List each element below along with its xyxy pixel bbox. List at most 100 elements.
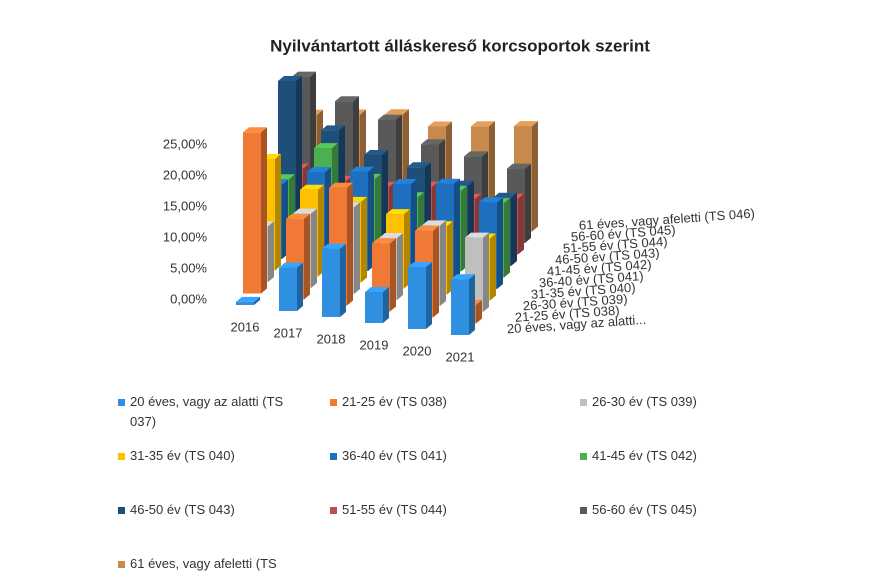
legend-item: 31-35 év (TS 040) xyxy=(118,448,293,466)
bar-side xyxy=(275,153,281,271)
bar-side xyxy=(483,232,489,312)
bar-top xyxy=(278,76,302,81)
bar-top xyxy=(378,114,402,120)
bar-top xyxy=(293,208,317,214)
bar-top xyxy=(300,184,324,190)
x-tick-label: 2020 xyxy=(403,343,432,358)
bar-top xyxy=(350,166,374,172)
bar-top xyxy=(407,162,431,168)
bar-top xyxy=(307,167,331,172)
bar-side xyxy=(390,238,396,312)
bar-side xyxy=(490,233,496,301)
bar xyxy=(365,292,383,323)
bar-top xyxy=(279,262,303,268)
legend-swatch xyxy=(118,453,125,460)
bar-top xyxy=(493,192,517,198)
bar-top xyxy=(372,238,396,244)
legend-swatch xyxy=(118,399,125,406)
bar xyxy=(451,279,469,335)
bar-top xyxy=(514,121,538,127)
bar-top xyxy=(464,151,488,157)
bar-side xyxy=(397,233,403,300)
bar-top xyxy=(422,220,446,226)
bar-side xyxy=(354,202,360,294)
bar-top xyxy=(479,197,503,203)
bar-top xyxy=(321,125,345,131)
legend-swatch xyxy=(330,453,337,460)
bar xyxy=(243,132,261,294)
x-tick-label: 2018 xyxy=(317,331,346,346)
bar-top xyxy=(329,182,353,188)
bar-side xyxy=(469,274,475,335)
bar xyxy=(236,301,254,305)
bar-side xyxy=(383,287,389,323)
bar-top xyxy=(421,139,445,145)
bar-side xyxy=(476,299,482,324)
bar xyxy=(322,248,340,317)
bar-top xyxy=(379,233,403,238)
legend-swatch xyxy=(330,507,337,514)
y-tick-label: 10,00% xyxy=(163,229,208,244)
bar-top xyxy=(507,163,531,169)
legend-item: 56-60 év (TS 045) xyxy=(580,502,800,520)
legend-label: 36-40 év (TS 041) xyxy=(342,448,447,463)
bar xyxy=(408,267,426,329)
depth-label: 51-55 év (TS 044) xyxy=(562,234,668,256)
legend-label: 41-45 év (TS 042) xyxy=(592,448,697,463)
bar-top xyxy=(415,225,439,231)
legend-item: 20 éves, vagy az alatti (TS 037) xyxy=(118,394,293,432)
x-tick-label: 2017 xyxy=(274,325,303,340)
bar-top xyxy=(322,243,346,249)
depth-label: 26-30 év (TS 039) xyxy=(522,291,628,313)
legend-item: 41-45 év (TS 042) xyxy=(580,448,800,466)
legend-item: 46-50 év (TS 043) xyxy=(118,502,293,520)
bar-side xyxy=(447,221,453,295)
legend-label: 51-55 év (TS 044) xyxy=(342,502,447,517)
y-tick-label: 5,00% xyxy=(170,260,207,275)
depth-label: 41-45 év (TS 042) xyxy=(546,257,652,279)
legend-label: 21-25 év (TS 038) xyxy=(342,394,447,409)
bar-side xyxy=(347,182,353,306)
depth-label: 56-60 év (TS 045) xyxy=(570,222,676,244)
y-tick-label: 20,00% xyxy=(163,167,208,182)
x-tick-label: 2016 xyxy=(231,319,260,334)
depth-label: 21-25 év (TS 038) xyxy=(514,303,620,325)
bar-side xyxy=(261,127,267,294)
y-tick-label: 25,00% xyxy=(163,136,208,151)
bar-top xyxy=(365,287,389,292)
bar-top xyxy=(364,150,388,155)
bar-side xyxy=(433,225,439,318)
bar-top xyxy=(286,213,310,219)
bar-side xyxy=(504,198,510,278)
bar xyxy=(279,267,297,311)
bar-side xyxy=(268,221,274,282)
bar-side xyxy=(518,193,524,255)
y-tick-label: 15,00% xyxy=(163,198,208,213)
bar-side xyxy=(426,262,432,329)
bar-top xyxy=(236,296,260,302)
bar-side xyxy=(254,296,260,305)
legend-item: 51-55 év (TS 044) xyxy=(330,502,550,520)
bar-side xyxy=(497,197,503,289)
bar-side xyxy=(340,243,346,317)
bar-top xyxy=(408,262,432,267)
y-tick-label: 0,00% xyxy=(170,291,207,306)
legend-swatch xyxy=(118,507,125,514)
chart-title: Nyilvántartott álláskereső korcsoportok … xyxy=(270,36,650,55)
legend-item: 61 éves, vagy afeletti (TS 046) xyxy=(118,556,293,577)
legend-label: 56-60 év (TS 045) xyxy=(592,502,697,517)
bar-top xyxy=(292,71,316,77)
bar-top xyxy=(465,232,489,238)
bar-side xyxy=(297,262,303,311)
depth-label: 31-35 év (TS 040) xyxy=(530,280,636,302)
bar-top xyxy=(436,178,460,184)
x-tick-label: 2021 xyxy=(446,349,475,364)
bar-top xyxy=(471,121,495,127)
legend-label: 46-50 év (TS 043) xyxy=(130,502,235,517)
bar-top xyxy=(451,274,475,280)
legend-item: 21-25 év (TS 038) xyxy=(330,394,550,412)
depth-label: 46-50 év (TS 043) xyxy=(554,245,660,267)
bar-top xyxy=(243,127,267,133)
legend-label: 26-30 év (TS 039) xyxy=(592,394,697,409)
bar-top xyxy=(385,109,409,115)
